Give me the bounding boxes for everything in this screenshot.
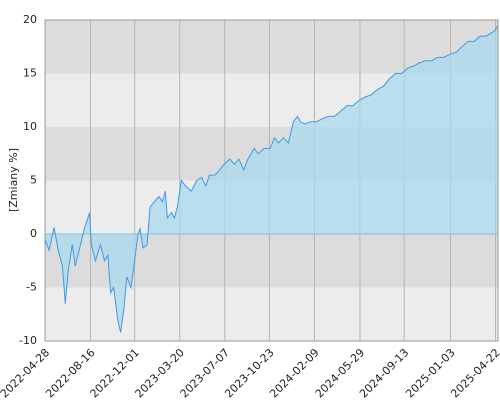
plot-border xyxy=(44,19,499,342)
y-tick-label: 5 xyxy=(30,174,37,187)
y-tick-label: -10 xyxy=(19,334,37,347)
y-axis-label: [Zmiany %] xyxy=(7,148,20,212)
area xyxy=(45,25,498,333)
y-tick-label: 15 xyxy=(23,67,37,80)
y-tick-label: -5 xyxy=(26,281,37,294)
band xyxy=(45,287,498,341)
y-tick-label: 0 xyxy=(30,227,37,240)
y-tick-label: 10 xyxy=(23,120,37,133)
y-tick-label: 20 xyxy=(23,13,37,26)
line xyxy=(44,25,499,333)
